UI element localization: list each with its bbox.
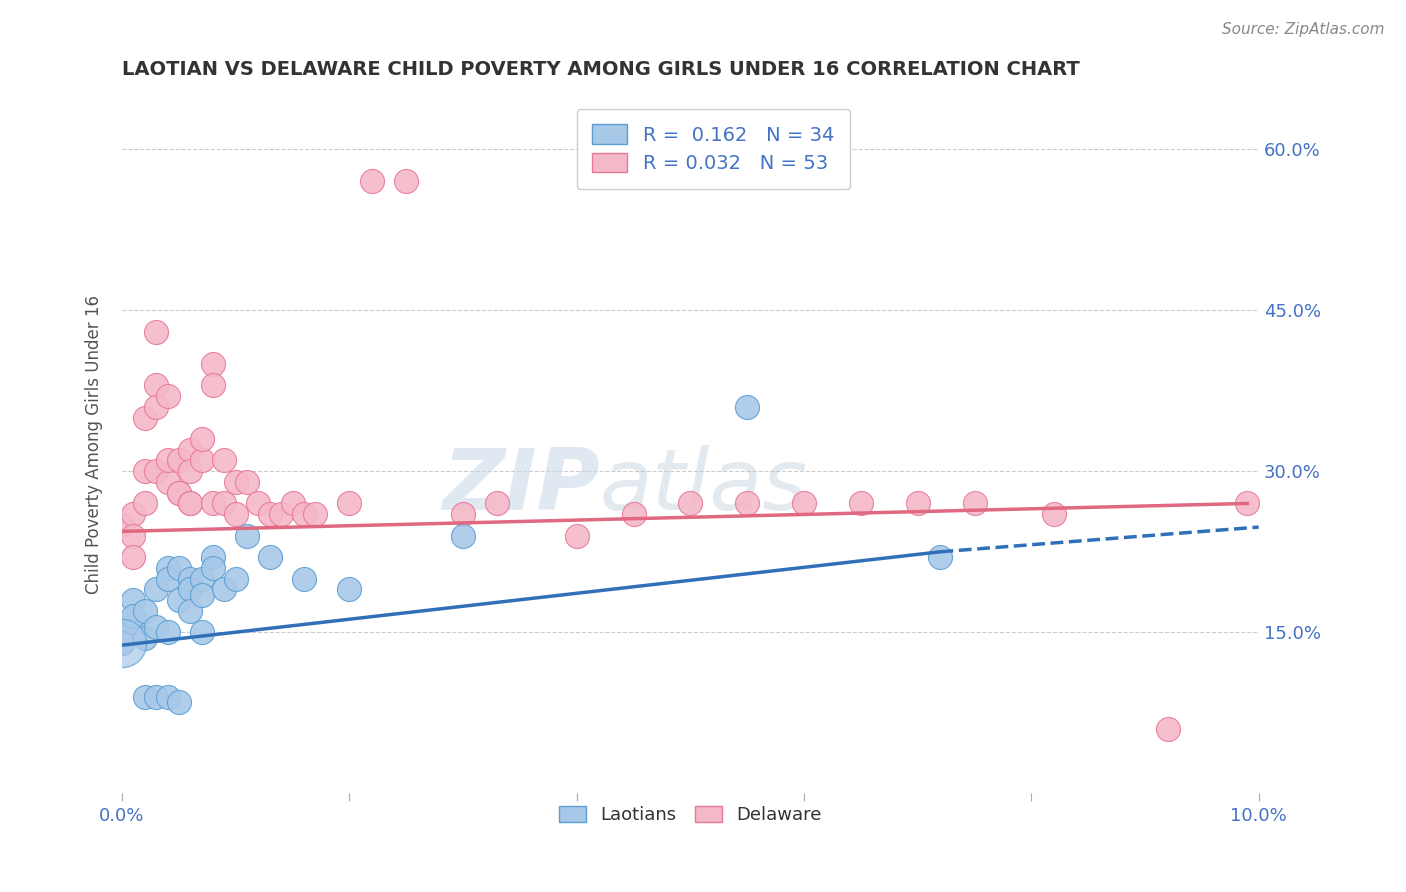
Point [929,550,952,565]
Point [259,550,281,565]
Point [963,496,986,510]
Point [167,695,190,709]
Point [190,572,212,586]
Point [122,593,145,607]
Point [1236,496,1258,510]
Point [134,631,156,645]
Text: atlas: atlas [599,445,807,528]
Point [679,496,702,510]
Point [236,529,259,543]
Text: LAOTIAN VS DELAWARE CHILD POVERTY AMONG GIRLS UNDER 16 CORRELATION CHART: LAOTIAN VS DELAWARE CHILD POVERTY AMONG … [122,60,1080,78]
Point [156,561,179,575]
Y-axis label: Child Poverty Among Girls Under 16: Child Poverty Among Girls Under 16 [86,295,103,594]
Point [134,464,156,478]
Text: ZIP: ZIP [441,445,599,528]
Point [167,485,190,500]
Point [565,529,588,543]
Point [122,615,145,629]
Point [337,496,360,510]
Point [167,593,190,607]
Point [201,561,224,575]
Point [225,572,247,586]
Point [292,507,315,521]
Point [145,325,167,339]
Point [451,507,474,521]
Point [225,507,247,521]
Point [201,550,224,565]
Point [145,464,167,478]
Point [167,485,190,500]
Point [214,582,236,597]
Legend: Laotians, Delaware: Laotians, Delaware [550,797,831,833]
Point [214,496,236,510]
Point [190,625,212,640]
Point [190,432,212,446]
Point [361,174,384,188]
Point [145,582,167,597]
Point [122,609,145,624]
Point [201,496,224,510]
Point [111,517,134,532]
Point [214,453,236,467]
Point [179,442,201,457]
Point [623,507,645,521]
Point [1043,507,1066,521]
Point [134,410,156,425]
Point [122,529,145,543]
Point [304,507,326,521]
Point [156,572,179,586]
Point [167,453,190,467]
Point [179,496,201,510]
Point [111,636,134,650]
Point [735,496,758,510]
Point [907,496,929,510]
Point [156,475,179,489]
Point [281,496,304,510]
Point [134,690,156,704]
Point [201,378,224,392]
Point [156,453,179,467]
Point [179,572,201,586]
Point [190,453,212,467]
Point [111,636,134,650]
Point [337,582,360,597]
Point [270,507,292,521]
Point [292,572,315,586]
Point [259,507,281,521]
Point [179,496,201,510]
Point [395,174,418,188]
Point [145,378,167,392]
Point [145,400,167,414]
Point [793,496,815,510]
Point [167,561,190,575]
Point [134,604,156,618]
Point [179,604,201,618]
Point [179,582,201,597]
Point [190,588,212,602]
Point [156,625,179,640]
Point [486,496,509,510]
Point [134,496,156,510]
Point [849,496,872,510]
Point [236,475,259,489]
Point [225,475,247,489]
Point [451,529,474,543]
Text: Source: ZipAtlas.com: Source: ZipAtlas.com [1222,22,1385,37]
Point [179,464,201,478]
Point [145,690,167,704]
Point [156,690,179,704]
Point [145,620,167,634]
Point [122,550,145,565]
Point [247,496,270,510]
Point [735,400,758,414]
Point [156,389,179,403]
Point [1157,722,1180,736]
Point [122,507,145,521]
Point [201,357,224,371]
